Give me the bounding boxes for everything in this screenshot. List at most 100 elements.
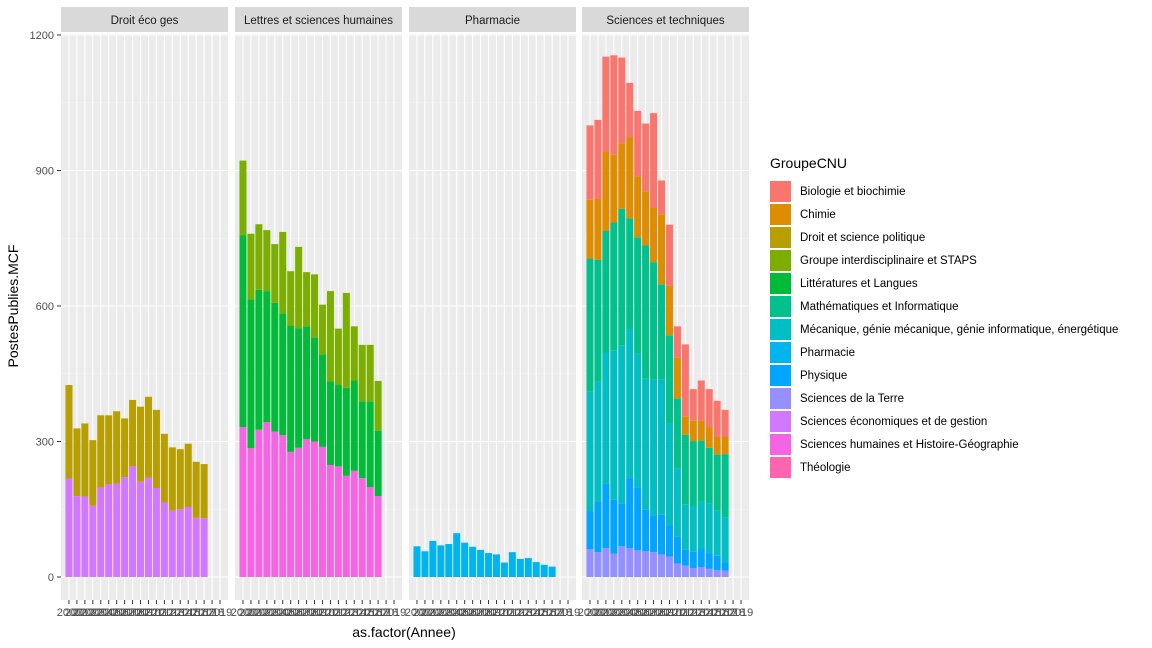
bar-segment (89, 505, 97, 577)
bar-segment (626, 548, 634, 577)
x-tick-label: 2004 (89, 607, 113, 619)
bar-segment (89, 440, 97, 506)
bar-segment (255, 429, 263, 577)
y-tick-label: 900 (36, 166, 54, 178)
bar-segment (721, 562, 729, 571)
bar-segment (113, 483, 121, 577)
legend-label: Littératures et Langues (800, 277, 918, 290)
bar-segment (642, 378, 650, 510)
x-tick-label: 2014 (168, 607, 192, 619)
x-tick-label: 2016 (358, 607, 382, 619)
bar-segment (184, 443, 192, 507)
bar-segment (358, 344, 366, 402)
bar-segment (239, 235, 247, 428)
legend-label: Biologie et biochimie (800, 185, 906, 198)
bar-segment (658, 284, 666, 380)
x-tick-label: 2013 (508, 607, 532, 619)
bar-segment (610, 55, 618, 155)
bar-segment (673, 536, 681, 564)
legend-label: Mécanique, génie mécanique, génie inform… (800, 323, 1119, 336)
bar-segment (500, 562, 508, 577)
bar-segment (586, 391, 594, 512)
bar-segment (271, 302, 279, 432)
bar-segment (642, 245, 650, 379)
x-tick-label: 2001 (413, 607, 437, 619)
legend-item: Mathématiques et Informatique (770, 295, 1118, 318)
bar-segment (705, 568, 713, 577)
bar-segment (81, 496, 89, 577)
y-tick-label: 300 (36, 437, 54, 449)
x-tick-label: 2011 (666, 607, 690, 619)
bar-segment (105, 484, 113, 577)
bar-segment (73, 496, 81, 577)
legend-item: Pharmacie (770, 341, 1118, 364)
bar-segment (594, 198, 602, 260)
bar-segment (658, 180, 666, 215)
bar-segment (665, 335, 673, 424)
bar-segment (650, 207, 658, 263)
bar-segment (697, 548, 705, 568)
bar-segment (642, 509, 650, 552)
bar-segment (618, 143, 626, 209)
x-tick-label: 2008 (294, 607, 318, 619)
bar-segment (721, 454, 729, 518)
bar-segment (673, 398, 681, 469)
bar-segment (326, 464, 334, 577)
bar-segment (634, 237, 642, 354)
bar-segment (121, 418, 129, 478)
bar-segment (176, 509, 184, 577)
bar-segment (429, 540, 437, 577)
legend-item: Sciences économiques et de gestion (770, 410, 1118, 433)
legend-swatch (770, 204, 791, 225)
bar-segment (618, 503, 626, 547)
bar-segment (279, 435, 287, 577)
x-tick-label: 2007 (460, 607, 484, 619)
bar-segment (689, 389, 697, 421)
x-tick-label: 2019 (556, 607, 580, 619)
bar-segment (318, 304, 326, 355)
legend-label: Théologie (800, 461, 851, 474)
bar-segment (665, 556, 673, 577)
x-tick-label: 2003 (429, 607, 453, 619)
bar-segment (239, 427, 247, 577)
x-tick-label: 2010 (136, 607, 160, 619)
bar-segment (81, 423, 89, 497)
legend-label: Sciences de la Terre (800, 392, 904, 405)
x-tick-label: 2016 (184, 607, 208, 619)
panel-strip (61, 7, 228, 32)
bar-segment (295, 246, 303, 329)
panel-background (235, 34, 402, 600)
bar-segment (681, 416, 689, 435)
bar-segment (602, 56, 610, 152)
x-tick-label: 2001 (586, 607, 610, 619)
legend-label: Groupe interdisciplinaire et STAPS (800, 254, 977, 267)
x-tick-label: 2004 (263, 607, 287, 619)
x-tick-label: 2005 (444, 607, 468, 619)
x-tick-label: 2002 (421, 607, 445, 619)
bar-segment (73, 428, 81, 497)
bar-segment (681, 344, 689, 417)
bar-segment (689, 441, 697, 507)
bar-segment (618, 208, 626, 346)
bar-segment (184, 506, 192, 577)
legend-swatch (770, 365, 791, 386)
bar-segment (586, 548, 594, 577)
bar-segment (326, 291, 334, 382)
x-tick-label: 2007 (633, 607, 657, 619)
bar-segment (602, 548, 610, 577)
bar-segment (658, 554, 666, 577)
x-axis-title: as.factor(Annee) (352, 624, 456, 640)
bar-segment (105, 415, 113, 485)
bar-segment (689, 506, 697, 552)
x-tick-label: 2006 (452, 607, 476, 619)
x-tick-label: 2019 (208, 607, 232, 619)
bar-segment (508, 552, 516, 577)
bar-segment (129, 399, 137, 467)
bar-segment (255, 289, 263, 430)
x-tick-label: 2005 (96, 607, 120, 619)
bar-segment (255, 224, 263, 290)
bar-segment (287, 451, 295, 577)
panel-background (582, 34, 749, 600)
bar-segment (271, 431, 279, 577)
x-tick-label: 2011 (493, 607, 517, 619)
